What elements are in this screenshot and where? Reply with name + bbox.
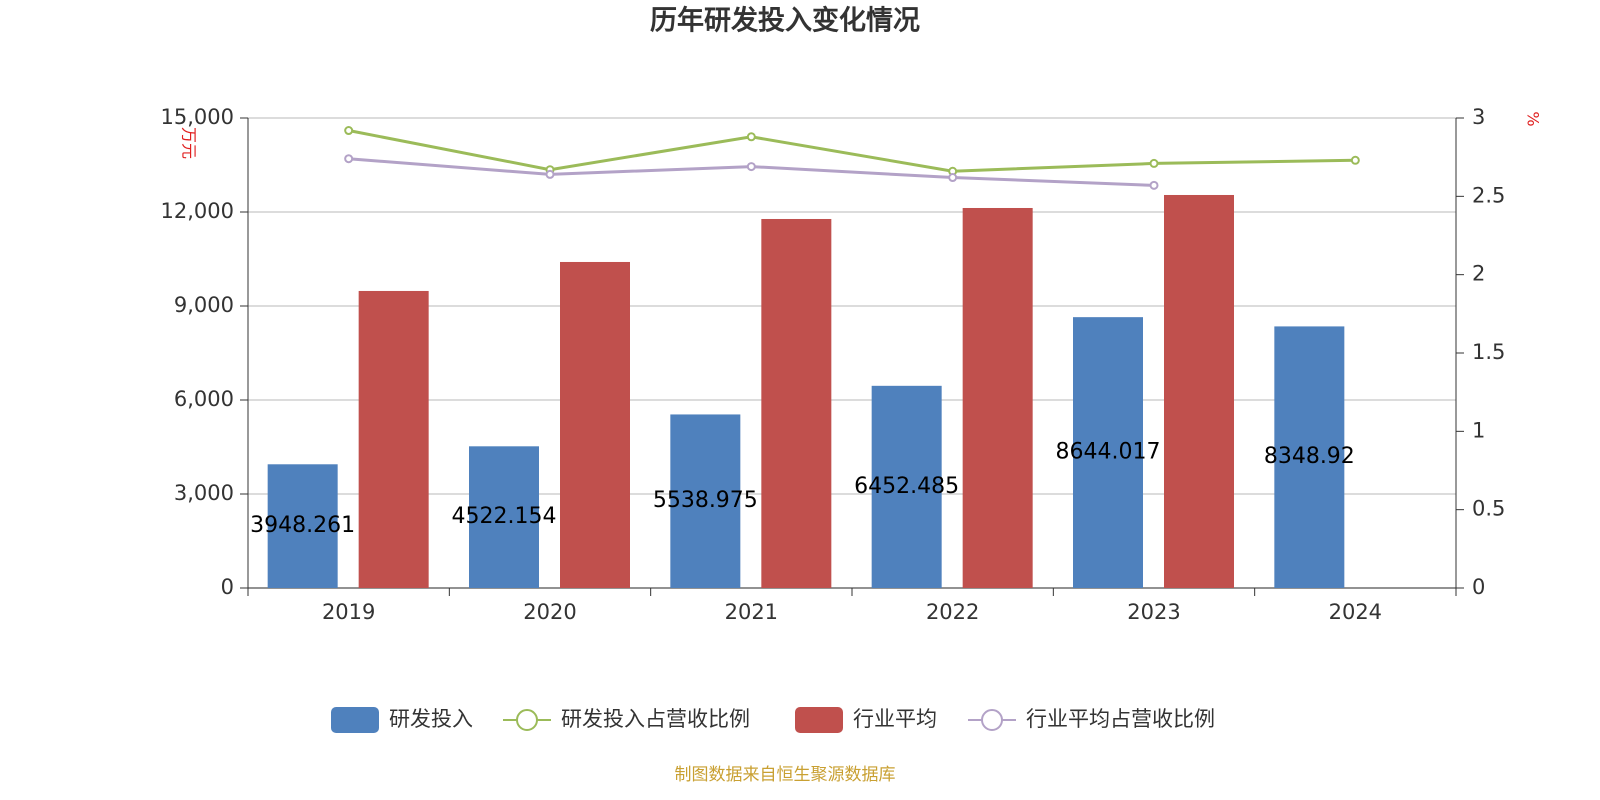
y2-axis-label: %: [1524, 111, 1543, 126]
y-tick-label: 6,000: [174, 387, 234, 411]
point: [1149, 180, 1159, 190]
data-label: 3948.261: [250, 513, 355, 538]
y2-tick-label: 2: [1472, 262, 1485, 286]
bar: [1274, 326, 1345, 588]
y-tick-label: 9,000: [174, 293, 234, 317]
x-tick-label: 2023: [1127, 600, 1180, 624]
bar: [670, 414, 741, 588]
bar: [1073, 317, 1143, 588]
data-label: 8644.017: [1056, 440, 1161, 465]
bar: [267, 464, 338, 588]
legend-label: 行业平均占营收比例: [1026, 707, 1215, 731]
x-tick-label: 2019: [322, 600, 375, 624]
y-axis-label: 万元: [180, 127, 199, 159]
legend-label: 行业平均: [853, 707, 937, 731]
y-tick-label: 0: [221, 575, 234, 599]
legend-swatch: [331, 707, 379, 733]
point: [344, 154, 354, 164]
legend-swatch: [516, 709, 538, 731]
x-tick-label: 2022: [926, 600, 979, 624]
point: [1350, 155, 1360, 165]
y2-tick-label: 0: [1472, 575, 1485, 599]
x-tick-label: 2021: [725, 600, 778, 624]
bar: [358, 290, 429, 588]
bar: [560, 261, 630, 588]
legend-swatch: [795, 707, 843, 733]
y2-tick-label: 3: [1472, 105, 1485, 129]
point: [344, 126, 354, 136]
y-tick-label: 15,000: [161, 105, 234, 129]
point: [746, 162, 756, 172]
bar: [469, 446, 539, 588]
y-tick-label: 3,000: [174, 481, 234, 505]
x-tick-label: 2024: [1329, 600, 1382, 624]
point: [746, 132, 756, 142]
legend-label: 研发投入: [389, 707, 473, 731]
bar: [761, 218, 832, 588]
source: 制图数据来自恒生聚源数据库: [675, 765, 896, 785]
chart-title: 历年研发投入变化情况: [650, 5, 920, 37]
data-label: 4522.154: [452, 504, 557, 529]
data-label: 8348.92: [1264, 444, 1355, 469]
line: [348, 129, 1356, 173]
point: [545, 169, 555, 179]
y2-tick-label: 0.5: [1472, 497, 1505, 521]
legend-label: 研发投入占营收比例: [561, 707, 750, 731]
bar: [962, 207, 1033, 589]
data-label: 6452.485: [854, 474, 959, 499]
data-label: 5538.975: [653, 488, 758, 513]
legend-swatch: [981, 709, 1003, 731]
y2-tick-label: 1: [1472, 418, 1485, 442]
bar: [1164, 194, 1234, 588]
point: [948, 173, 958, 183]
y2-tick-label: 2.5: [1472, 183, 1505, 207]
y-tick-label: 12,000: [161, 199, 234, 223]
point: [1149, 158, 1159, 168]
y2-tick-label: 1.5: [1472, 340, 1505, 364]
x-tick-label: 2020: [523, 600, 576, 624]
bar: [871, 385, 942, 588]
